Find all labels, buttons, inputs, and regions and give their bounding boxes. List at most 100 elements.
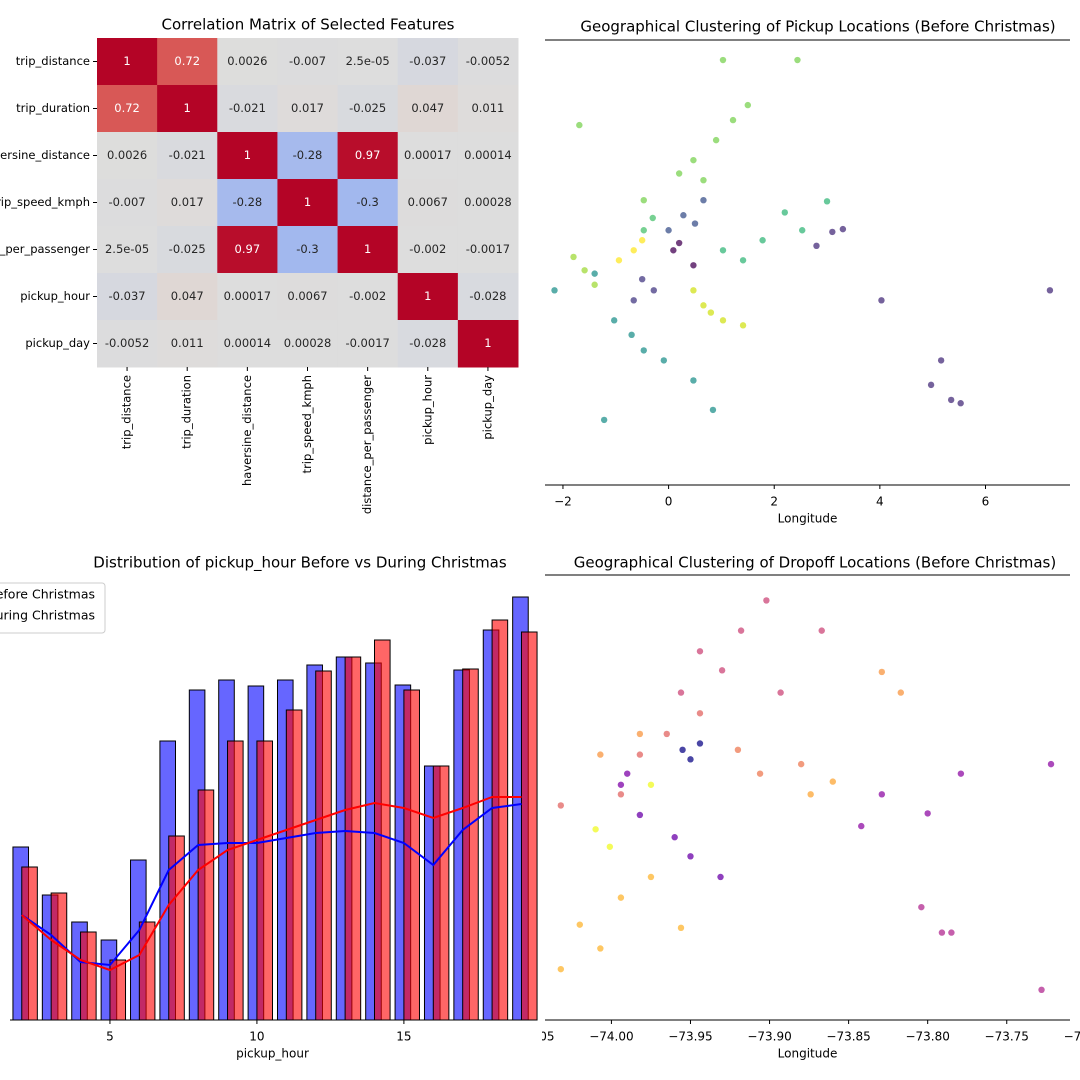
y-tick-label: distance_per_passenger <box>0 242 90 256</box>
heatmap-cell <box>217 179 278 227</box>
cell-label: 0.0026 <box>227 54 267 68</box>
heatmap-cell <box>217 85 278 133</box>
scatter-point <box>707 309 715 316</box>
scatter-point <box>610 317 618 324</box>
bar <box>138 921 156 1021</box>
heatmap-cell <box>97 226 158 274</box>
x-tick-label: −2 <box>554 495 572 509</box>
scatter-point <box>709 406 717 414</box>
heatmap-cell <box>157 179 218 227</box>
cell-label: 1 <box>424 289 431 303</box>
heatmap-cell <box>277 132 339 180</box>
x-tick-label: 4 <box>876 495 884 509</box>
heatmap-cell <box>277 85 339 133</box>
cell-label: -0.0017 <box>345 336 389 350</box>
cell-label: 0.0026 <box>107 148 147 162</box>
scatter-point <box>948 929 955 936</box>
cell-label: 2.5e-05 <box>346 54 390 68</box>
heatmap-cell <box>217 320 278 368</box>
scatter-point <box>1046 287 1054 294</box>
scatter-point <box>647 781 655 788</box>
kde-line <box>21 796 522 972</box>
heatmap-cell <box>277 179 339 227</box>
heatmap-cell <box>97 179 158 227</box>
x-tick-label: distance_per_passenger <box>360 375 374 514</box>
cell-label: -0.002 <box>349 289 386 303</box>
scatter-point <box>927 381 935 389</box>
cell-label: 1 <box>123 54 130 68</box>
scatter-point <box>617 894 625 901</box>
bar <box>344 656 362 1021</box>
scatter-point <box>759 237 766 244</box>
cell-label: 0.017 <box>291 101 324 115</box>
scatter-point <box>1038 986 1045 994</box>
cell-label: 0.011 <box>471 101 504 115</box>
scatter-point <box>719 247 727 254</box>
scatter-point <box>938 929 946 936</box>
bar <box>197 789 215 1021</box>
cell-label: -0.007 <box>289 54 326 68</box>
kde-line <box>21 803 522 967</box>
heatmap-cell <box>97 38 158 86</box>
cell-label: 1 <box>184 101 191 115</box>
scatter-point <box>677 924 685 932</box>
heatmap-cell <box>457 320 519 368</box>
scatter-point <box>675 170 683 177</box>
scatter-point <box>617 781 625 788</box>
scatter-point <box>807 791 814 798</box>
scatter-point <box>628 331 635 339</box>
bar <box>403 689 420 1021</box>
heatmap-cell <box>277 226 339 274</box>
heatmap-cell <box>97 132 158 180</box>
scatter-point <box>638 275 646 283</box>
chart-title: Correlation Matrix of Selected Features <box>162 16 455 34</box>
cell-label: 1 <box>364 242 371 256</box>
scatter-point <box>734 746 742 754</box>
scatter-point <box>700 197 707 204</box>
heatmap-cell <box>457 132 519 180</box>
bar <box>285 709 303 1021</box>
cell-label: 0.047 <box>411 101 444 115</box>
heatmap-cell <box>397 320 459 368</box>
x-tick-label: −74.00 <box>589 1030 633 1044</box>
x-tick-label: −74.05 <box>510 1030 554 1044</box>
cell-label: 0.72 <box>114 101 140 115</box>
scatter-point <box>813 242 820 250</box>
heatmap-cell <box>457 273 519 321</box>
cell-label: 0.0067 <box>408 195 448 209</box>
x-tick-label: pickup_day <box>480 375 494 440</box>
scatter-point <box>781 209 788 216</box>
scatter-point <box>647 873 655 881</box>
cell-label: -0.0017 <box>466 242 510 256</box>
scatter-point <box>897 689 904 696</box>
cell-label: -0.0052 <box>105 336 149 350</box>
cell-label: 1 <box>244 148 251 162</box>
bar <box>256 740 274 1021</box>
heatmap-cell <box>397 132 459 180</box>
scatter-point <box>739 257 747 264</box>
y-tick-label: trip_distance <box>16 54 90 68</box>
heatmap-cell <box>217 132 278 180</box>
y-tick-label: pickup_day <box>25 336 90 350</box>
scatter-point <box>957 770 965 777</box>
scatter-point <box>660 357 668 364</box>
scatter-point <box>630 247 637 254</box>
legend-label: Before Christmas <box>0 587 95 602</box>
bar <box>432 765 450 1021</box>
cell-label: 2.5e-05 <box>105 242 149 256</box>
cell-label: 0.72 <box>174 54 200 68</box>
scatter-point <box>687 756 694 763</box>
cell-label: -0.037 <box>109 289 146 303</box>
scatter-point <box>675 239 683 247</box>
scatter-point <box>739 322 747 329</box>
cell-label: 1 <box>304 195 311 209</box>
cell-label: -0.002 <box>409 242 446 256</box>
scatter-point <box>670 247 677 254</box>
cell-label: 0.00028 <box>464 195 512 209</box>
chart-title: Geographical Clustering of Dropoff Locat… <box>574 554 1056 572</box>
cell-label: -0.3 <box>356 195 378 209</box>
cell-label: -0.28 <box>232 195 262 209</box>
cell-label: -0.028 <box>469 289 506 303</box>
heatmap-cell <box>217 38 278 86</box>
